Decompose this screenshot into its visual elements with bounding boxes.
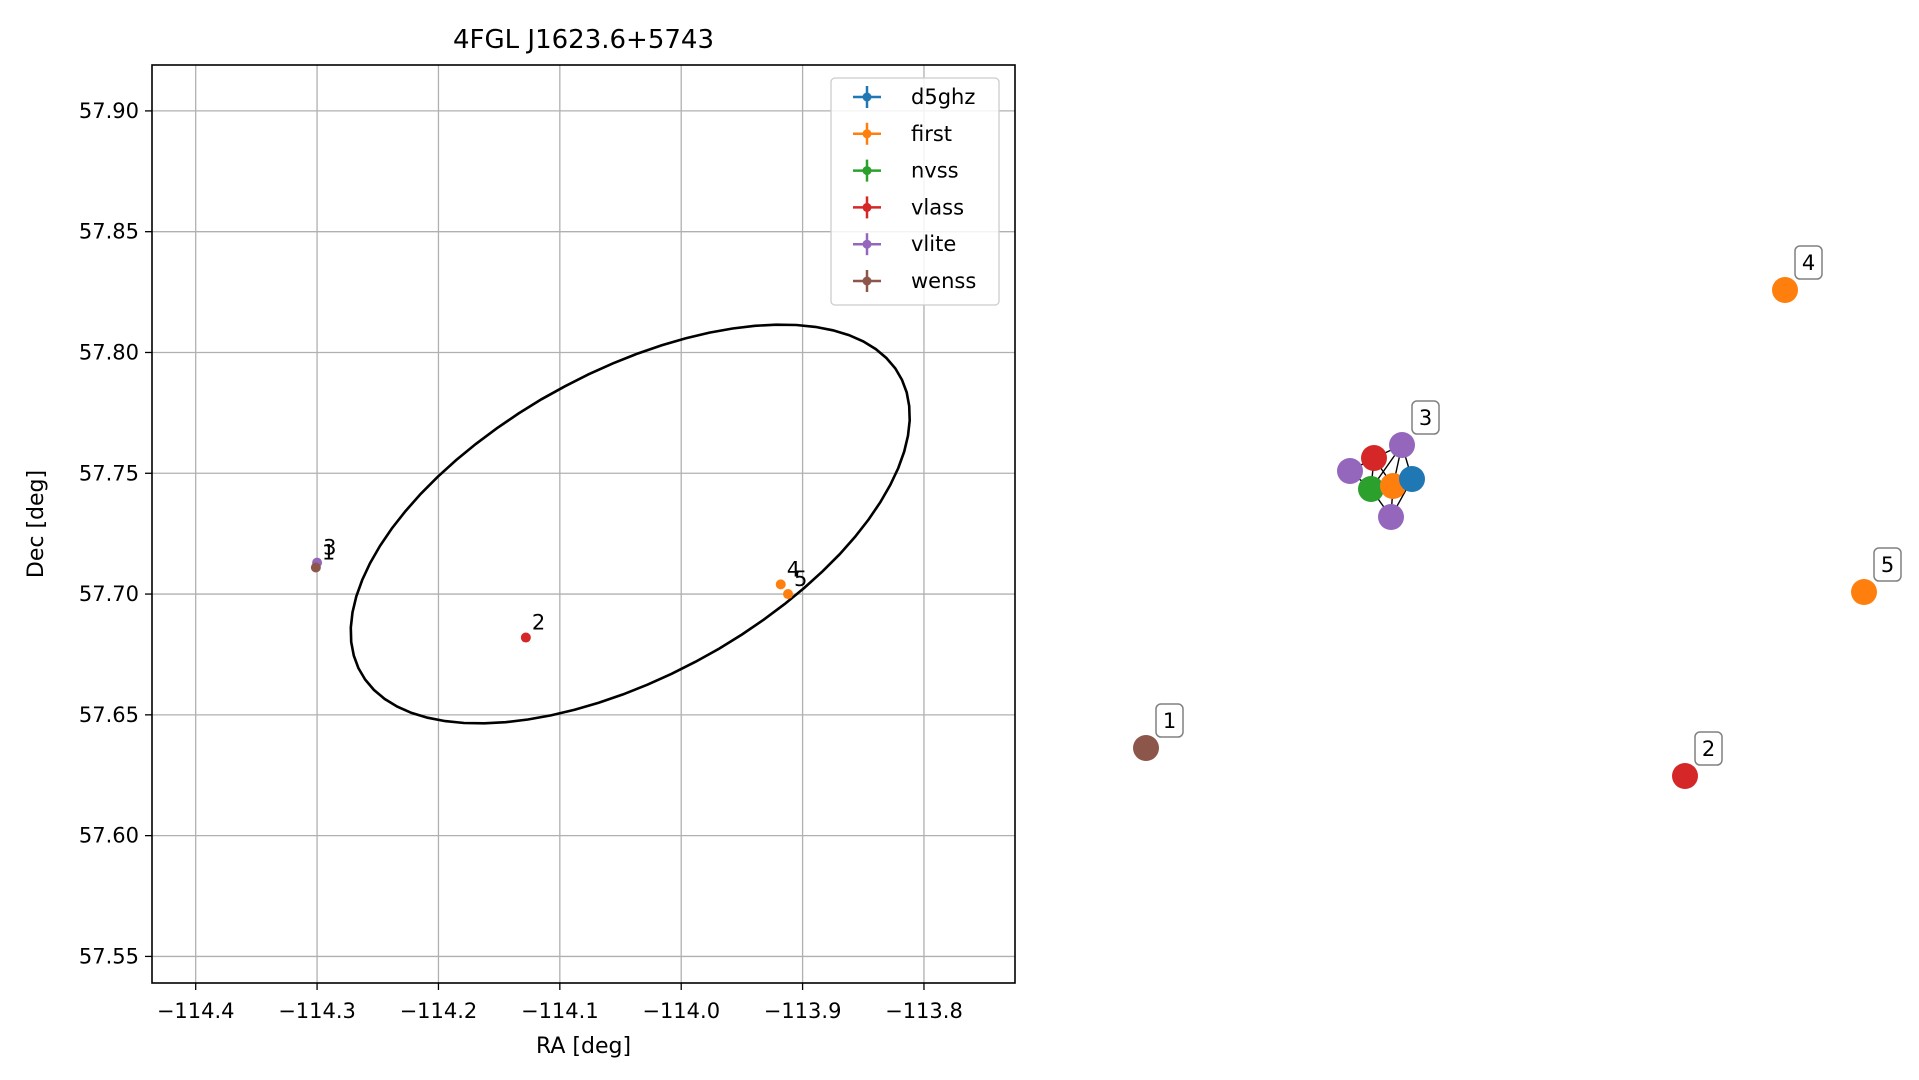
y-tick-label: 57.70 [79, 582, 139, 606]
legend-marker-dot [862, 239, 872, 249]
x-tick-label: −114.4 [157, 999, 235, 1023]
y-tick-label: 57.55 [79, 944, 139, 968]
network-node [1133, 735, 1159, 761]
legend-label: vlite [911, 232, 956, 256]
data-point-wenss [310, 562, 321, 573]
data-point-first [775, 579, 786, 590]
data-point-vlass [520, 632, 531, 643]
data-point-first [783, 589, 794, 600]
network-label-box [1794, 245, 1823, 280]
legend-label: first [911, 122, 952, 146]
error-ellipse [349, 323, 912, 725]
error-ellipse-path [349, 323, 912, 725]
legend-item-wenss: wenss [853, 269, 976, 293]
x-tick-label: −114.2 [400, 999, 478, 1023]
legend-label: wenss [911, 269, 976, 293]
scatter-plot: 45 2 31 −114.4 −114.3 −114.2 −114.1 −114.0 −113… [24, 25, 1016, 1059]
network-node [1772, 277, 1798, 303]
y-tick-label: 57.80 [79, 340, 139, 364]
chart-title: 4FGL J1623.6+5743 [453, 25, 714, 55]
data-points: 45 2 31 [310, 536, 807, 643]
x-axis-title: RA [deg] [536, 1034, 631, 1059]
y-tick-label: 57.85 [79, 220, 139, 244]
grid-lines [152, 65, 1015, 983]
legend-item-d5ghz: d5ghz [853, 85, 975, 109]
y-axis-title: Dec [deg] [24, 470, 49, 578]
data-point-label: 5 [794, 567, 807, 591]
network-node [1672, 763, 1698, 789]
network-node-label: 3 [1419, 406, 1432, 430]
network-node [1358, 476, 1384, 502]
legend-label: d5ghz [911, 85, 975, 109]
y-tick-label: 57.90 [79, 99, 139, 123]
network-nodes [1133, 277, 1877, 789]
network-node [1378, 504, 1404, 530]
x-tick-label: −113.8 [885, 999, 963, 1023]
network-node-label: 4 [1802, 251, 1815, 275]
network-node-label: 2 [1702, 737, 1715, 761]
y-tick-label: 57.60 [79, 824, 139, 848]
legend-marker-dot [862, 276, 872, 286]
network-node [1337, 458, 1363, 484]
network-label-box [1873, 547, 1902, 582]
data-point-label: 3 [323, 536, 336, 560]
network-node [1361, 445, 1387, 471]
network-graph: 1 2 4 5 3 [1133, 245, 1902, 789]
axes-frame [151, 64, 1016, 984]
network-label-box [1155, 703, 1184, 738]
data-point-label: 4 [787, 557, 800, 581]
network-node-label: 1 [1163, 709, 1176, 733]
legend-label: nvss [911, 159, 959, 183]
legend: d5ghz first nvss vlass vlite wenss [830, 77, 1000, 306]
x-tick-label: −113.9 [764, 999, 842, 1023]
legend-marker-dot [862, 129, 872, 139]
x-tick-label: −114.1 [521, 999, 599, 1023]
network-node [1389, 432, 1415, 458]
network-label-box [1694, 731, 1723, 766]
network-node [1851, 579, 1877, 605]
legend-label: vlass [911, 195, 964, 219]
y-axis-ticks: 57.55 57.60 57.65 57.70 57.75 57.80 57.85 57.90 [79, 99, 152, 968]
legend-item-vlite: vlite [853, 232, 956, 256]
network-node-label: 5 [1881, 553, 1894, 577]
legend-item-vlass: vlass [853, 195, 964, 219]
x-tick-label: −114.0 [642, 999, 720, 1023]
legend-marker-dot [862, 202, 872, 212]
x-tick-label: −114.3 [278, 999, 356, 1023]
legend-marker-dot [862, 92, 872, 102]
legend-marker-dot [862, 166, 872, 176]
network-node [1399, 466, 1425, 492]
legend-item-nvss: nvss [853, 159, 959, 183]
network-labels: 1 2 4 5 3 [1155, 245, 1902, 766]
x-axis-ticks: −114.4 −114.3 −114.2 −114.1 −114.0 −113.9 −113… [157, 983, 963, 1023]
data-point-label: 2 [532, 611, 545, 635]
y-tick-label: 57.75 [79, 461, 139, 485]
legend-item-first: first [853, 122, 952, 146]
y-tick-label: 57.65 [79, 703, 139, 727]
network-label-box [1411, 400, 1440, 435]
data-point-label: 1 [322, 540, 335, 564]
